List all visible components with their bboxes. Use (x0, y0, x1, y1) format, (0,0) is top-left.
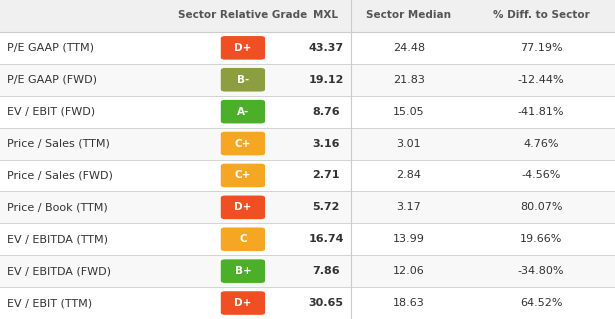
Text: -41.81%: -41.81% (518, 107, 565, 117)
Text: 64.52%: 64.52% (520, 298, 563, 308)
Text: 3.17: 3.17 (397, 202, 421, 212)
Text: % Diff. to Sector: % Diff. to Sector (493, 10, 590, 20)
Text: 5.72: 5.72 (312, 202, 339, 212)
Text: 13.99: 13.99 (393, 234, 425, 244)
FancyBboxPatch shape (221, 68, 265, 92)
Bar (0, 255, 615, 287)
Text: 2.84: 2.84 (397, 170, 421, 181)
Text: 43.37: 43.37 (308, 43, 344, 53)
Text: 12.06: 12.06 (393, 266, 425, 276)
Text: P/E GAAP (TTM): P/E GAAP (TTM) (7, 43, 94, 53)
Text: B+: B+ (234, 266, 252, 276)
Text: 3.16: 3.16 (312, 138, 339, 149)
Bar (0, 32, 615, 64)
Text: 19.12: 19.12 (308, 75, 344, 85)
Text: D+: D+ (234, 298, 252, 308)
Text: 80.07%: 80.07% (520, 202, 563, 212)
Text: Sector Relative Grade: Sector Relative Grade (178, 10, 308, 20)
Text: 16.74: 16.74 (308, 234, 344, 244)
FancyBboxPatch shape (221, 36, 265, 60)
Text: C+: C+ (235, 138, 251, 149)
FancyBboxPatch shape (221, 132, 265, 155)
Text: -4.56%: -4.56% (522, 170, 561, 181)
Text: -12.44%: -12.44% (518, 75, 565, 85)
Text: EV / EBIT (TTM): EV / EBIT (TTM) (7, 298, 92, 308)
FancyBboxPatch shape (221, 196, 265, 219)
Text: 24.48: 24.48 (393, 43, 425, 53)
Bar (0, 96, 615, 128)
Text: EV / EBIT (FWD): EV / EBIT (FWD) (7, 107, 95, 117)
Text: 7.86: 7.86 (312, 266, 339, 276)
Bar (0, 223, 615, 255)
Bar (0, 64, 615, 96)
FancyBboxPatch shape (221, 227, 265, 251)
Text: 30.65: 30.65 (309, 298, 343, 308)
Text: 21.83: 21.83 (393, 75, 425, 85)
Text: 77.19%: 77.19% (520, 43, 563, 53)
Bar (0, 0, 615, 32)
Text: D+: D+ (234, 43, 252, 53)
Text: -34.80%: -34.80% (518, 266, 565, 276)
Text: 15.05: 15.05 (393, 107, 425, 117)
Text: B-: B- (237, 75, 249, 85)
Text: 4.76%: 4.76% (523, 138, 559, 149)
FancyBboxPatch shape (221, 291, 265, 315)
Text: Price / Sales (FWD): Price / Sales (FWD) (7, 170, 113, 181)
Text: 3.01: 3.01 (397, 138, 421, 149)
FancyBboxPatch shape (221, 164, 265, 187)
Text: MXL: MXL (314, 10, 338, 20)
Bar (0, 287, 615, 319)
Text: Price / Sales (TTM): Price / Sales (TTM) (7, 138, 110, 149)
Text: D+: D+ (234, 202, 252, 212)
Text: A-: A- (237, 107, 249, 117)
Text: 19.66%: 19.66% (520, 234, 562, 244)
Bar (0, 160, 615, 191)
Text: 18.63: 18.63 (393, 298, 425, 308)
FancyBboxPatch shape (221, 259, 265, 283)
Text: 2.71: 2.71 (312, 170, 339, 181)
Text: Sector Median: Sector Median (367, 10, 451, 20)
Text: C: C (239, 234, 247, 244)
Text: 8.76: 8.76 (312, 107, 339, 117)
Text: C+: C+ (235, 170, 251, 181)
Text: EV / EBITDA (FWD): EV / EBITDA (FWD) (7, 266, 111, 276)
Text: EV / EBITDA (TTM): EV / EBITDA (TTM) (7, 234, 108, 244)
Bar (0, 128, 615, 160)
Text: Price / Book (TTM): Price / Book (TTM) (7, 202, 108, 212)
Bar (0, 191, 615, 223)
Text: P/E GAAP (FWD): P/E GAAP (FWD) (7, 75, 97, 85)
FancyBboxPatch shape (221, 100, 265, 123)
